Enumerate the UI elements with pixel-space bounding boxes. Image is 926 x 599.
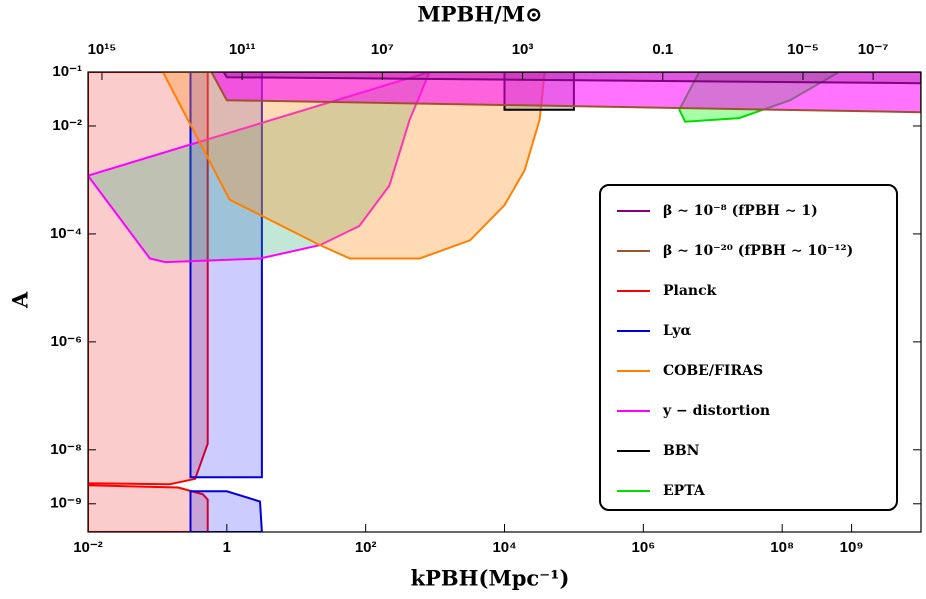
- x-tick-label: 1: [223, 539, 231, 556]
- legend-label: β ∼ 10⁻²⁰ (fPBH ∼ 10⁻¹²): [663, 243, 853, 259]
- legend-label: BBN: [663, 443, 700, 459]
- x2-tick-label: 10⁷: [371, 41, 394, 58]
- legend-box: [599, 184, 898, 511]
- legend-label: COBE/FIRAS: [663, 363, 763, 379]
- y-tick-label: 10⁻²: [52, 117, 82, 134]
- y-tick-label: 10⁻⁴: [50, 225, 82, 242]
- x-tick-label: 10⁹: [840, 539, 864, 556]
- x-tick-label: 10⁴: [492, 539, 516, 556]
- x-axis-title: kPBH(Mpc⁻¹): [411, 566, 570, 591]
- region: [189, 72, 263, 532]
- y-tick-label: 10⁻⁹: [50, 495, 82, 512]
- y-tick-label: 10⁻⁸: [50, 441, 82, 458]
- legend-label: Lyα: [663, 323, 691, 339]
- legend-label: Planck: [663, 283, 717, 299]
- region: [222, 72, 921, 85]
- x2-tick-label: 10¹¹: [229, 41, 256, 58]
- x2-tick-label: 10⁻⁵: [787, 41, 819, 58]
- y-tick-label: 10⁻⁶: [50, 333, 82, 350]
- y-axis-title: A: [8, 291, 33, 309]
- legend: β ∼ 10⁻⁸ (fPBH ∼ 1) β ∼ 10⁻²⁰ (fPBH ∼ 10⁻…: [599, 184, 898, 511]
- top-axis-title: MPBH/M⊙: [417, 2, 542, 27]
- legend-label: y − distortion: [662, 403, 770, 419]
- plot-area: [88, 72, 921, 532]
- x2-tick-label: 10¹⁵: [88, 41, 117, 58]
- x-tick-label: 10⁻²: [73, 539, 103, 556]
- x-tick-label: 10⁸: [770, 539, 794, 556]
- legend-label: β ∼ 10⁻⁸ (fPBH ∼ 1): [663, 203, 818, 219]
- region: [88, 72, 209, 532]
- x2-tick-label: 10⁻⁷: [858, 41, 889, 58]
- y-tick-label: 10⁻¹: [52, 63, 82, 80]
- x2-tick-label: 0.1: [652, 41, 673, 58]
- x2-tick-label: 10³: [512, 41, 534, 58]
- x-tick-label: 10²: [355, 539, 377, 556]
- legend-label: EPTA: [663, 483, 706, 499]
- x-tick-label: 10⁶: [632, 539, 656, 556]
